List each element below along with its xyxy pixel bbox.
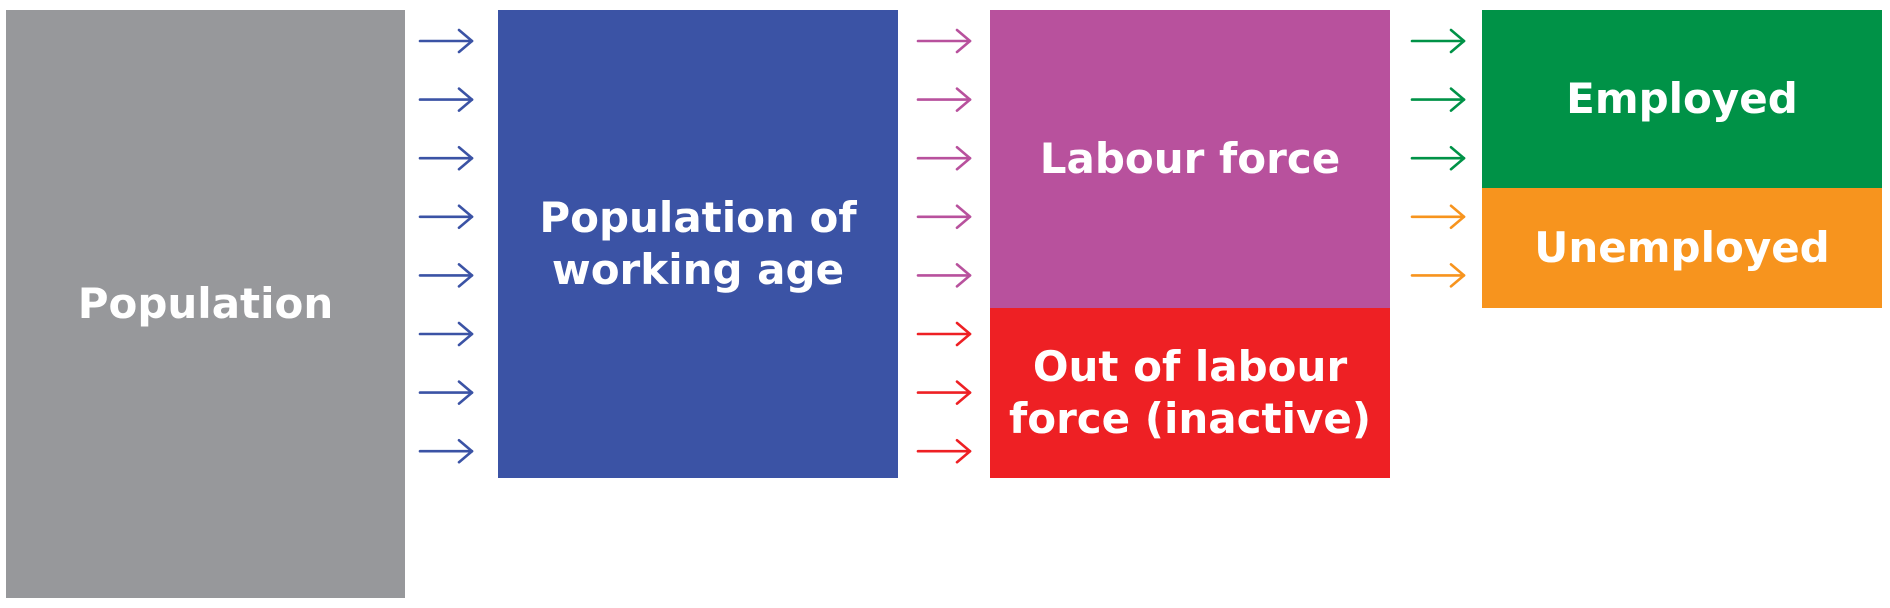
arrow-working_age-2 — [916, 145, 972, 171]
working-age-box: Population of working age — [498, 10, 898, 478]
arrow-labour_force-0 — [1410, 28, 1466, 54]
arrow-population-2 — [418, 145, 474, 171]
arrow-working_age-6 — [916, 380, 972, 405]
unemployed-box: Unemployed — [1482, 188, 1882, 308]
arrow-labour_force-1 — [1410, 87, 1466, 112]
arrow-working_age-0 — [916, 28, 972, 54]
population-label: Population — [77, 278, 334, 328]
arrow-population-6 — [418, 380, 474, 405]
employed-box: Employed — [1482, 10, 1882, 188]
labour-force-box: Labour force — [990, 10, 1390, 308]
arrow-labour_force-2 — [1410, 145, 1466, 171]
population-box: Population — [6, 10, 405, 598]
out-of-labour-force-box: Out of labour force (inactive) — [990, 308, 1390, 478]
arrow-population-0 — [418, 28, 474, 54]
working-age-label-line2: working age — [551, 245, 845, 294]
arrow-working_age-3 — [916, 204, 972, 230]
labour-force-label: Labour force — [1039, 133, 1341, 183]
arrow-population-3 — [418, 204, 474, 230]
arrow-labour_force-3 — [1410, 204, 1466, 230]
arrow-population-5 — [418, 321, 474, 347]
out-of-labour-force-label-line2: force (inactive) — [1008, 394, 1372, 443]
arrow-working_age-5 — [916, 321, 972, 347]
arrow-population-7 — [418, 438, 474, 464]
arrow-working_age-7 — [916, 438, 972, 464]
unemployed-label: Unemployed — [1534, 222, 1830, 272]
working-age-label-line1: Population of — [539, 192, 857, 242]
employed-label: Employed — [1566, 73, 1798, 123]
out-of-labour-force-label-line1: Out of labour — [1032, 341, 1348, 391]
arrow-population-4 — [418, 263, 474, 288]
arrow-working_age-4 — [916, 263, 972, 288]
arrow-working_age-1 — [916, 87, 972, 112]
arrow-labour_force-4 — [1410, 263, 1466, 288]
arrow-population-1 — [418, 87, 474, 112]
